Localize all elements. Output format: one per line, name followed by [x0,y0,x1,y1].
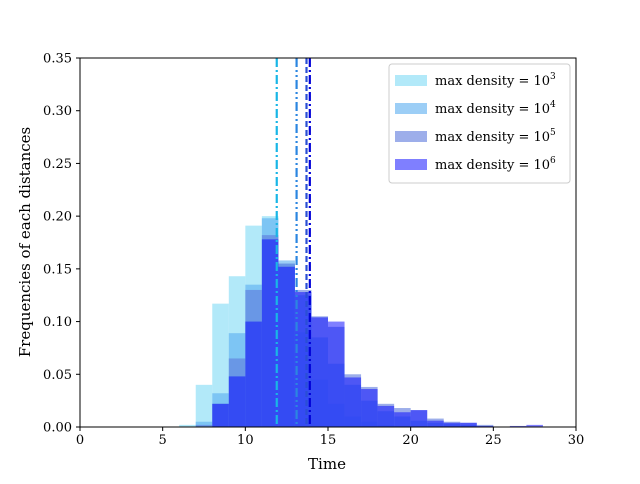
legend-label: max density = 103 [435,72,556,89]
histogram-bar [278,266,295,427]
x-axis-label: Time [308,455,346,473]
histogram-bar [179,424,196,427]
histogram-bar [212,403,229,427]
y-tick-label: 0.30 [43,104,72,119]
histogram-bar [361,389,378,427]
y-tick-label: 0.20 [43,210,72,225]
legend-item: max density = 106 [395,156,556,173]
y-tick-label: 0.10 [43,315,72,330]
legend-swatch [395,103,427,114]
y-tick-label: 0.15 [43,262,72,277]
y-tick-label: 0.25 [43,157,72,172]
series-4-bars [212,239,543,427]
histogram-bar [443,422,461,427]
histogram-bar [195,384,213,427]
histogram-bar [195,421,213,427]
histogram-bar [245,321,262,427]
histogram-bar [261,239,279,427]
histogram-bar [394,412,411,427]
legend-item: max density = 105 [395,128,556,145]
histogram-bar [526,424,543,427]
histogram-bar [460,422,477,427]
legend-item: max density = 103 [395,72,556,89]
histogram-bar [377,405,395,427]
histogram-bar [476,425,494,427]
y-tick-label: 0.35 [43,52,72,67]
histogram-bar [311,317,328,427]
y-axis-label: Frequencies of each distances [16,127,34,358]
histogram-bar [427,420,444,427]
x-tick-label: 20 [402,433,419,448]
x-tick-label: 25 [485,433,502,448]
x-tick-label: 15 [320,433,337,448]
y-tick-label: 0.00 [43,421,72,436]
legend-label: max density = 104 [435,100,556,117]
legend-swatch [395,131,427,142]
legend: max density = 103 max density = 104 max de… [388,63,571,184]
x-tick-label: 5 [159,433,167,448]
histogram-bar [195,424,213,427]
histogram-bar [509,425,527,427]
legend-swatch [395,75,427,86]
legend-label: max density = 106 [435,156,556,173]
mean-lines-layer [275,58,311,427]
histogram-bar [410,410,428,427]
y-axis-ticks: 0.00 0.05 0.10 0.15 0.20 0.25 0.30 0.35 [43,52,80,436]
histogram-bar [228,376,246,427]
x-tick-label: 30 [568,433,585,448]
legend-box [388,63,571,184]
legend-item: max density = 104 [395,100,556,117]
histogram-bar [344,377,362,427]
bars-layer [179,216,543,427]
y-tick-label: 0.05 [43,368,72,383]
legend-swatch [395,159,427,170]
x-tick-label: 10 [237,433,254,448]
legend-label: max density = 105 [435,128,556,145]
x-axis-ticks: 0 5 10 15 20 25 30 [76,427,584,448]
x-tick-label: 0 [76,433,84,448]
histogram-bar [328,321,345,427]
